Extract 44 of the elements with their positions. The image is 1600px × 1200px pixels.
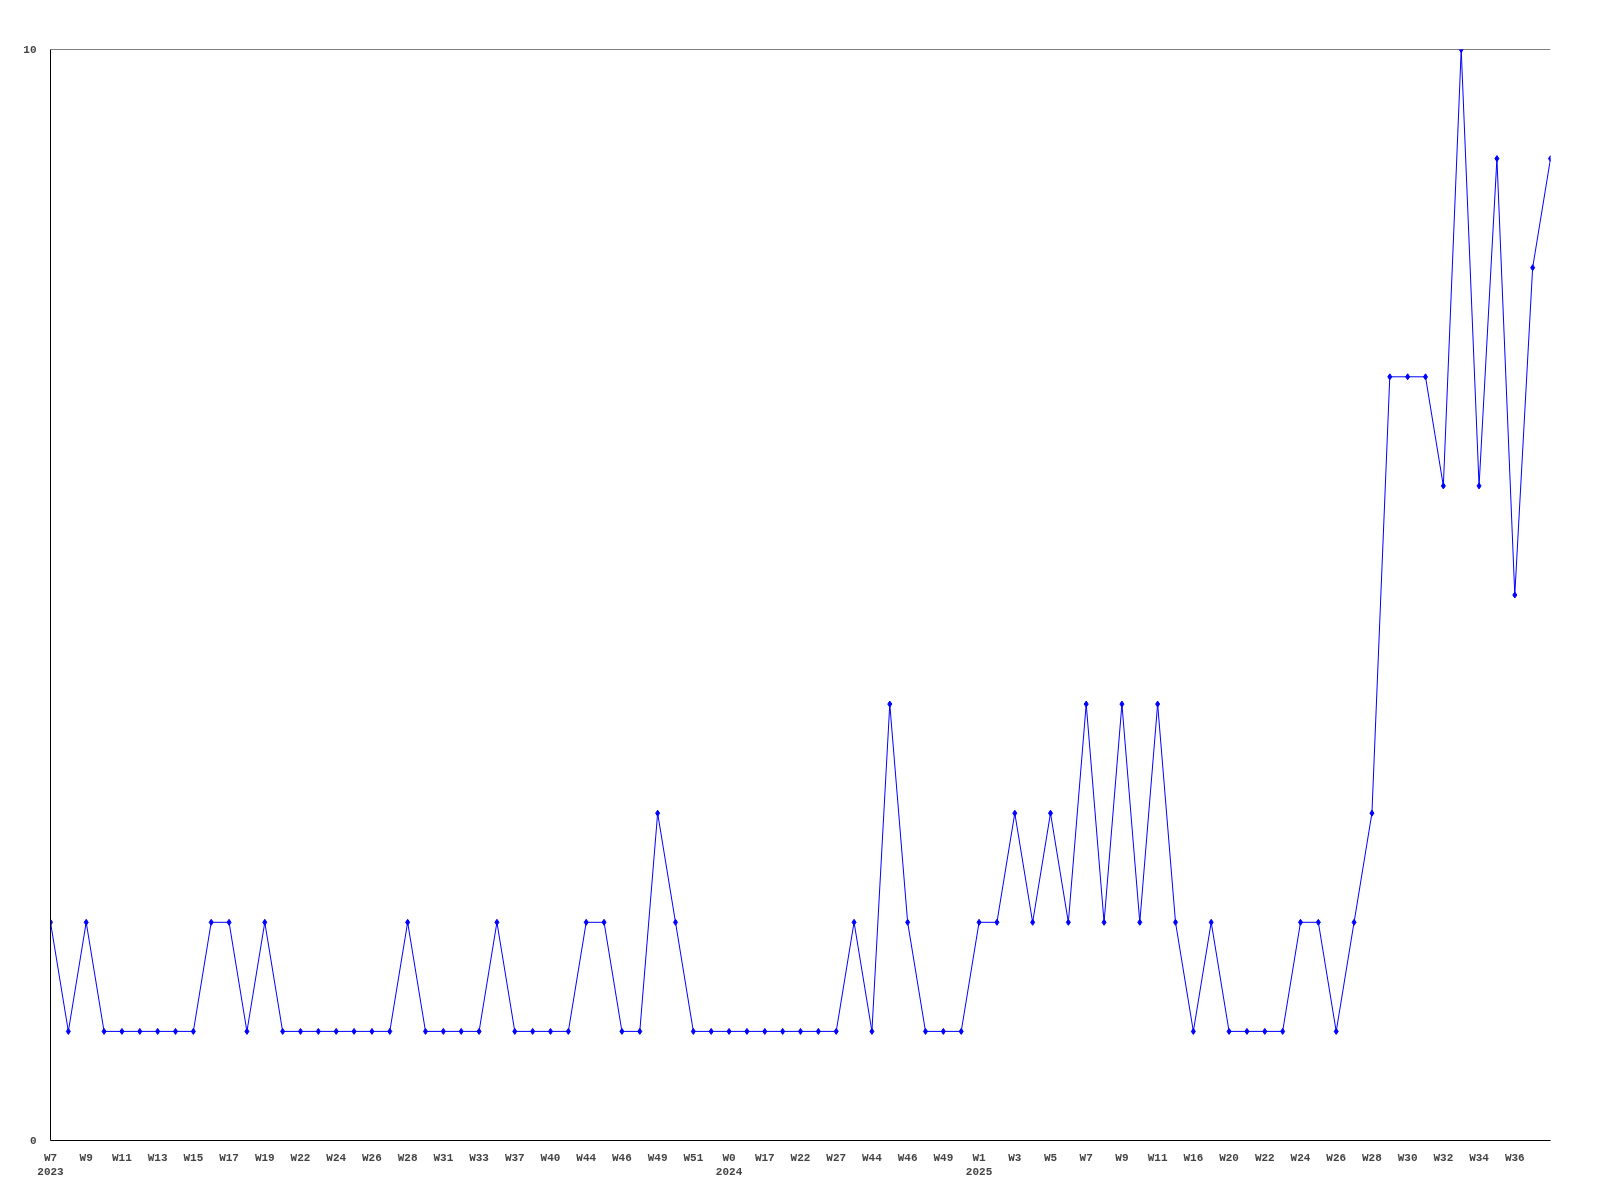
x-tick-label: W24 (326, 1151, 347, 1164)
x-tick-label: W7 2023 (37, 1151, 65, 1178)
y-tick-label: 0 (29, 1135, 37, 1147)
x-tick-label: W16 (1183, 1151, 1204, 1164)
x-tick-label: W9 (1115, 1151, 1129, 1164)
x-tick-label: W26 (1326, 1151, 1347, 1164)
x-tick-label: W22 (1254, 1151, 1275, 1164)
x-tick-label: W22 (790, 1151, 811, 1164)
x-tick-label: W3 (1008, 1151, 1022, 1164)
x-tick-label: W31 (433, 1151, 454, 1164)
x-tick-label: W40 (540, 1151, 561, 1164)
x-tick-label: W37 (504, 1151, 525, 1164)
x-tick-label: W11 (112, 1151, 133, 1164)
x-tick-label: W33 (469, 1151, 490, 1164)
x-tick-label: W24 (1290, 1151, 1311, 1164)
x-tick-label: W49 (647, 1151, 668, 1164)
x-tick-label: W36 (1504, 1151, 1525, 1164)
x-tick-label: W28 (1362, 1151, 1383, 1164)
x-tick-label: W5 (1043, 1151, 1058, 1164)
x-tick-label: W28 (397, 1151, 418, 1164)
x-tick-label: W44 (576, 1151, 597, 1164)
x-tick-label: W15 (183, 1151, 204, 1164)
x-tick-label: W1 2025 (965, 1151, 993, 1178)
x-tick-label: W32 (1433, 1151, 1454, 1164)
x-tick-label: W44 (862, 1151, 883, 1164)
x-tick-label: W22 (290, 1151, 311, 1164)
x-tick-label: W17 (754, 1151, 775, 1164)
x-tick-label: W30 (1397, 1151, 1418, 1164)
x-tick-label: W20 (1219, 1151, 1239, 1164)
x-tick-label: W26 (362, 1151, 382, 1164)
x-tick-label: W7 (1079, 1151, 1093, 1164)
x-tick-label: W19 (254, 1151, 275, 1164)
x-tick-label: W34 (1469, 1151, 1490, 1164)
x-tick-label: W9 (79, 1151, 93, 1164)
x-tick-label: W11 (1147, 1151, 1168, 1164)
x-tick-label: W0 2024 (715, 1151, 743, 1178)
x-tick-label: W17 (219, 1151, 239, 1164)
y-tick-label: 10 (23, 44, 37, 56)
x-tick-label: W49 (933, 1151, 954, 1164)
x-tick-label: W46 (897, 1151, 918, 1164)
x-tick-label: W46 (612, 1151, 632, 1164)
x-tick-label: W27 (826, 1151, 847, 1164)
x-tick-label: W51 (683, 1151, 704, 1164)
x-tick-label: W13 (147, 1151, 168, 1164)
